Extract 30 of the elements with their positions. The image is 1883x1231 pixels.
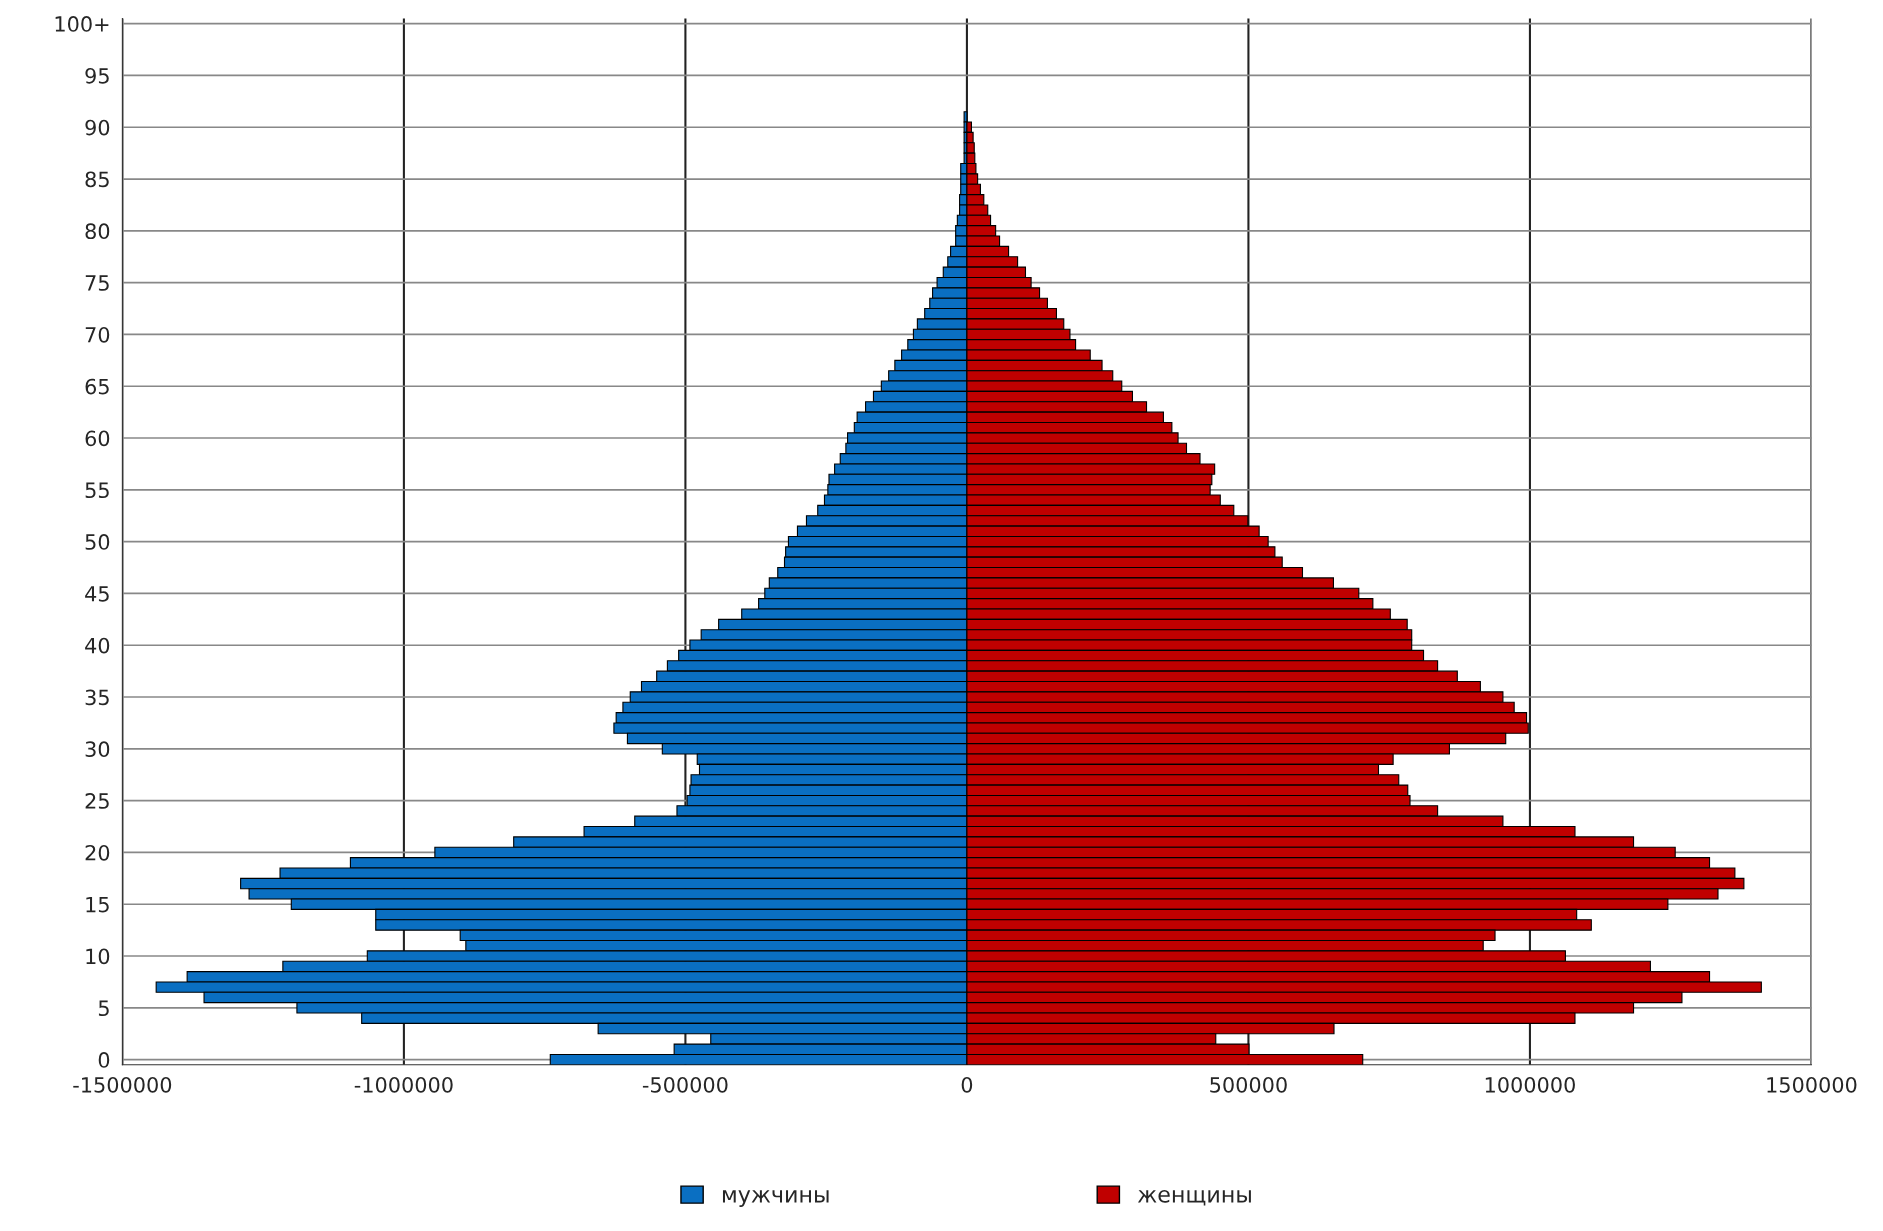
y-tick-label: 65 [85, 378, 109, 395]
x-tick-label: -1000000 [354, 1076, 453, 1093]
y-tick-label: 90 [85, 119, 110, 136]
y-tick-label: 20 [85, 844, 110, 861]
y-tick-label: 5 [98, 1000, 109, 1017]
y-tick-label: 60 [85, 430, 110, 447]
y-tick-label: 95 [85, 67, 109, 84]
y-tick-label: 40 [85, 637, 110, 654]
x-tick-label: -500000 [642, 1076, 728, 1093]
x-tick-label: 0 [961, 1076, 973, 1093]
y-tick-label: 35 [85, 689, 109, 706]
y-tick-label: 25 [85, 793, 109, 809]
y-tick-label: 45 [85, 586, 109, 602]
y-tick-label: 70 [85, 326, 110, 343]
legend-label: женщины [1137, 1189, 1251, 1206]
x-tick-label: 1000000 [1485, 1076, 1575, 1093]
y-tick-label: 100+ [55, 16, 109, 32]
y-tick-label: 80 [85, 223, 110, 240]
legend-label: мужчины [722, 1189, 829, 1207]
x-tick-label: -1500000 [73, 1076, 172, 1093]
y-tick-label: 75 [85, 275, 109, 291]
x-tick-label: 500000 [1210, 1076, 1287, 1093]
y-tick-label: 55 [85, 482, 109, 499]
y-tick-label: 15 [86, 896, 109, 913]
x-tick-label: 1500000 [1767, 1076, 1857, 1093]
y-tick-label: 10 [86, 948, 110, 965]
y-tick-label: 0 [98, 1052, 110, 1068]
y-tick-label: 30 [85, 741, 110, 758]
y-tick-label: 50 [85, 534, 110, 550]
y-tick-label: 85 [85, 171, 109, 188]
